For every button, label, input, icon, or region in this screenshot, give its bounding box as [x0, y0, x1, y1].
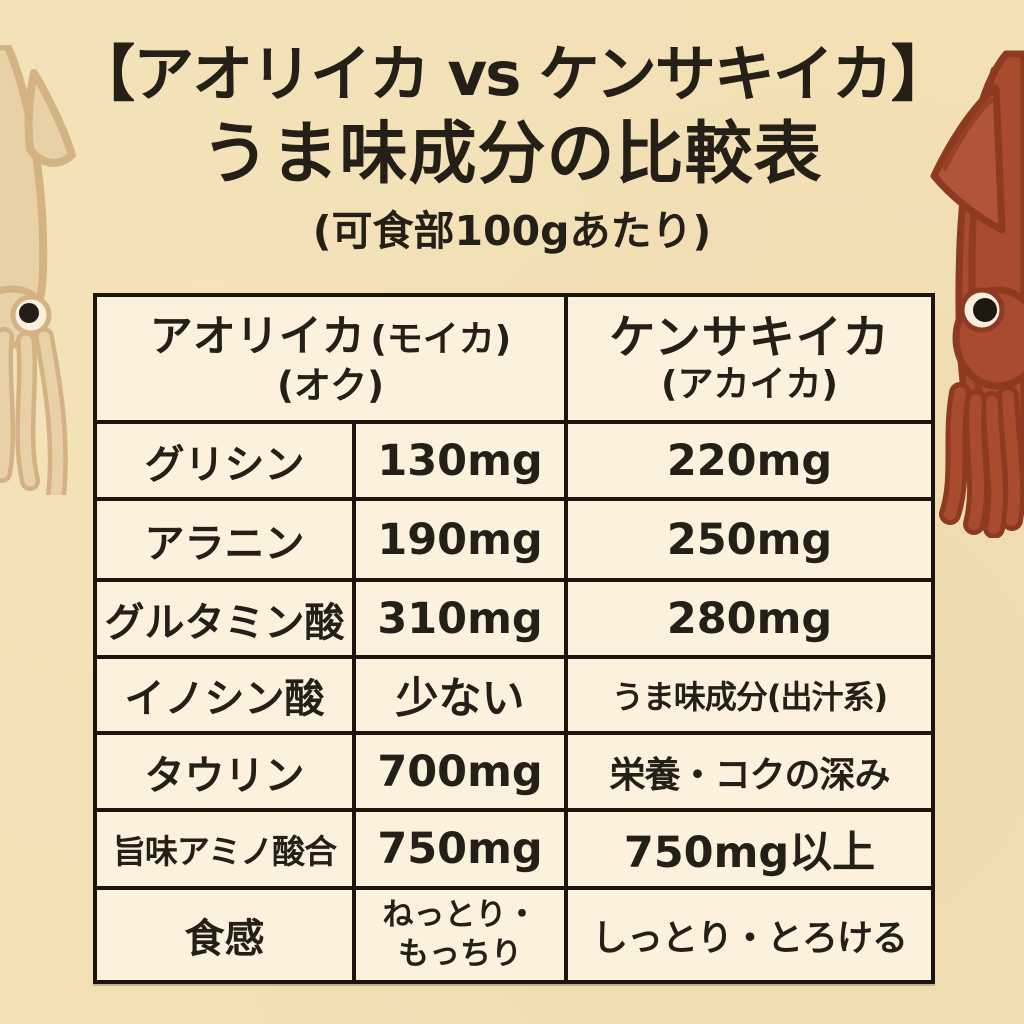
page-subtitle: うま味成分の比較表: [201, 115, 823, 194]
table-row: タウリン 700mg 栄養・コクの深み: [93, 731, 935, 812]
row-label: グリシン: [93, 420, 356, 501]
aori-squid-illustration: [0, 45, 76, 495]
table-row: 食感 ねっとり・ もっちり しっとり・とろける: [93, 886, 935, 984]
table-row: アラニン 190mg 250mg: [93, 497, 935, 582]
aori-value: 130mg: [352, 420, 568, 501]
kensaki-value: 220mg: [564, 420, 935, 501]
kensaki-squid-illustration: [930, 50, 1024, 538]
page-note: (可食部100gあたり): [312, 207, 712, 255]
aori-value: 750mg: [352, 808, 568, 890]
header-aori: アオリイカ (モイカ) (オク): [93, 293, 568, 424]
kensaki-value: 750mg以上: [564, 808, 935, 890]
aori-value: 310mg: [352, 578, 568, 659]
aori-value: ねっとり・ もっちり: [352, 886, 568, 984]
title-block: 【アオリイカ vs ケンサキイカ】 うま味成分の比較表 (可食部100gあたり): [0, 44, 1024, 252]
table-row: グルタミン酸 310mg 280mg: [93, 578, 935, 659]
aori-value: 700mg: [352, 731, 568, 812]
table-header-row: アオリイカ (モイカ) (オク) ケンサキイカ (アカイカ): [93, 293, 935, 424]
header-kensaki: ケンサキイカ (アカイカ): [564, 293, 935, 424]
row-label: グルタミン酸: [93, 578, 356, 659]
page-title: 【アオリイカ vs ケンサキイカ】: [74, 39, 952, 110]
table-row: イノシン酸 少ない うま味成分(出汁系): [93, 655, 935, 735]
table-row-highlight: 旨味アミノ酸合 750mg 750mg以上: [93, 808, 935, 890]
header-aori-alias: (モイカ): [370, 319, 512, 361]
header-aori-name: アオリイカ: [149, 312, 365, 363]
kensaki-value: うま味成分(出汁系): [564, 655, 935, 735]
row-label: アラニン: [93, 497, 356, 582]
row-label: タウリン: [93, 731, 356, 812]
kensaki-value: 栄養・コクの深み: [564, 731, 935, 812]
header-kensaki-alias: (アカイカ): [661, 363, 838, 405]
header-kensaki-name: ケンサキイカ: [609, 309, 890, 364]
aori-value: 190mg: [352, 497, 568, 582]
table-row: グリシン 130mg 220mg: [93, 420, 935, 501]
kensaki-value: 280mg: [564, 578, 935, 659]
aori-value: 少ない: [352, 655, 568, 735]
comparison-table: アオリイカ (モイカ) (オク) ケンサキイカ (アカイカ) グリシン 130m…: [93, 293, 935, 984]
row-label: イノシン酸: [93, 655, 356, 735]
kensaki-value: しっとり・とろける: [564, 886, 935, 984]
row-label: 食感: [93, 886, 356, 984]
kensaki-value: 250mg: [564, 497, 935, 582]
header-aori-alias2: (オク): [276, 364, 385, 408]
row-label: 旨味アミノ酸合: [93, 808, 356, 890]
